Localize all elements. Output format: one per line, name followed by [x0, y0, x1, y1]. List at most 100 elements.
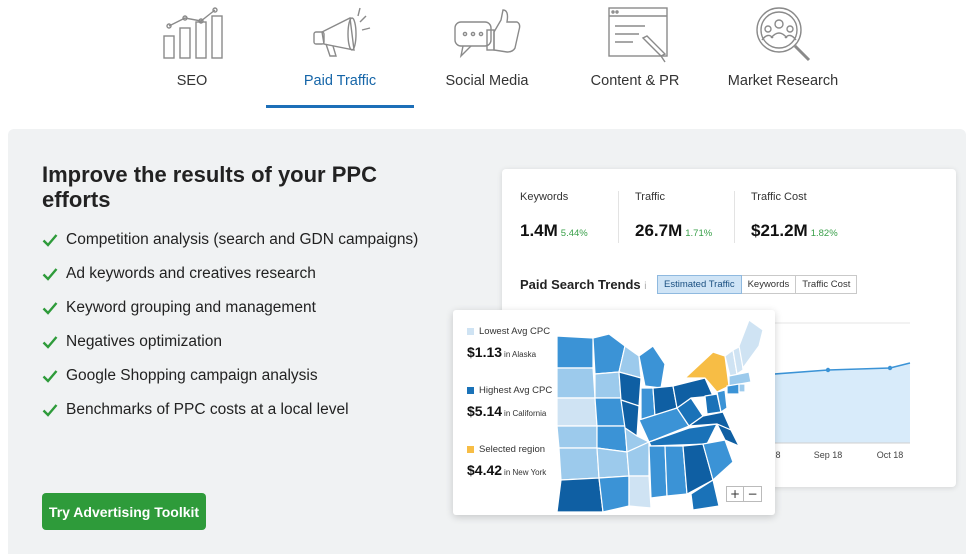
bar-chart-icon [163, 7, 223, 59]
legend-highest: Highest Avg CPC $5.14 in California [467, 385, 552, 419]
metric-value: 1.4M 5.44% [520, 221, 588, 240]
legend-swatch [467, 446, 474, 453]
map-zoom-controls: + − [726, 486, 762, 502]
tab-social-media[interactable]: Social Media [440, 0, 534, 108]
panel-heading: Improve the results of your PPC efforts [42, 162, 377, 212]
megaphone-icon [313, 7, 371, 57]
metric-label: Keywords [520, 191, 569, 203]
state-region[interactable] [716, 389, 728, 413]
trend-point [825, 367, 831, 373]
legend-label: Selected region [479, 444, 546, 455]
feature-item: Ad keywords and creatives research [42, 264, 422, 284]
feature-item: Competition analysis (search and GDN cam… [42, 230, 422, 250]
checkmark-icon [42, 404, 58, 417]
zoom-in-button[interactable]: + [726, 486, 744, 502]
metric-value: $21.2M 1.82% [751, 221, 838, 240]
trends-title: Paid Search Trends i [520, 277, 647, 292]
feature-item: Keyword grouping and management [42, 298, 422, 318]
checkmark-icon [42, 370, 58, 383]
thumbs-up-icon [454, 9, 521, 59]
state-region[interactable] [648, 445, 668, 499]
state-region[interactable] [556, 397, 598, 427]
checkmark-icon [42, 336, 58, 349]
metric-traffic-cost: Traffic Cost $21.2M 1.82% [751, 191, 838, 241]
legend-label: Highest Avg CPC [479, 385, 553, 396]
trend-metric-toggle: Estimated Traffic Keywords Traffic Cost [657, 275, 858, 294]
state-region[interactable] [726, 383, 740, 395]
state-region[interactable] [738, 319, 764, 369]
feature-item: Google Shopping campaign analysis [42, 366, 422, 386]
checkmark-icon [42, 302, 58, 315]
metric-traffic: Traffic 26.7M 1.71% [635, 191, 712, 241]
state-region[interactable] [556, 335, 594, 369]
zoom-out-button[interactable]: − [744, 486, 762, 502]
toggle-keywords[interactable]: Keywords [741, 275, 797, 294]
metric-divider [618, 191, 619, 243]
state-region[interactable] [672, 377, 714, 409]
legend-value: $4.42 in New York [467, 462, 547, 478]
legend-value: $5.14 in California [467, 403, 547, 419]
legend-label: Lowest Avg CPC [479, 326, 551, 337]
metric-divider [734, 191, 735, 243]
checkmark-icon [42, 268, 58, 281]
metric-label: Traffic [635, 191, 665, 203]
state-region[interactable] [702, 439, 734, 481]
state-region[interactable] [556, 425, 598, 449]
state-region[interactable] [738, 383, 746, 393]
feature-item: Benchmarks of PPC costs at a local level [42, 400, 422, 420]
solution-tabs: SEO Paid Traffic Social Media [0, 0, 974, 110]
state-region[interactable] [558, 447, 600, 481]
state-region[interactable] [594, 397, 626, 427]
state-region[interactable] [598, 475, 630, 512]
us-states-map [556, 319, 764, 512]
tab-market-research[interactable]: Market Research [724, 0, 842, 108]
metric-change: 1.82% [810, 228, 838, 239]
tab-content-pr[interactable]: Content & PR [588, 0, 682, 108]
feature-text: Negatives optimization [66, 333, 222, 350]
tab-seo[interactable]: SEO [152, 0, 232, 108]
metric-change: 1.71% [685, 228, 713, 239]
document-pen-icon [608, 7, 668, 63]
tab-social-media-label: Social Media [445, 73, 529, 89]
x-tick-label: 8 [775, 450, 780, 460]
legend-location: in Alaska [504, 350, 537, 359]
tab-paid-traffic-label: Paid Traffic [303, 73, 377, 89]
legend-value: $1.13 in Alaska [467, 344, 537, 360]
feature-text: Ad keywords and creatives research [66, 265, 316, 282]
metric-change: 5.44% [560, 228, 588, 239]
state-region[interactable] [556, 477, 604, 512]
feature-text: Google Shopping campaign analysis [66, 367, 318, 384]
toggle-estimated-traffic[interactable]: Estimated Traffic [657, 275, 742, 294]
trend-point [887, 365, 893, 371]
state-region[interactable] [716, 423, 740, 447]
state-region[interactable] [728, 371, 752, 387]
x-tick-label: Oct 18 [877, 450, 904, 460]
feature-item: Negatives optimization [42, 332, 422, 352]
feature-text: Competition analysis (search and GDN cam… [66, 231, 419, 248]
metric-label: Traffic Cost [751, 191, 807, 203]
tab-seo-label: SEO [176, 73, 208, 89]
state-region[interactable] [628, 475, 652, 509]
state-region[interactable] [594, 371, 622, 399]
legend-lowest: Lowest Avg CPC $1.13 in Alaska [467, 326, 550, 360]
legend-swatch [467, 387, 474, 394]
state-region[interactable] [690, 479, 720, 511]
info-icon[interactable]: i [644, 281, 647, 292]
toggle-traffic-cost[interactable]: Traffic Cost [796, 275, 858, 294]
state-region[interactable] [556, 367, 596, 399]
metric-keywords: Keywords 1.4M 5.44% [520, 191, 588, 241]
legend-swatch [467, 328, 474, 335]
try-advertising-toolkit-button[interactable]: Try Advertising Toolkit [42, 493, 206, 530]
feature-text: Benchmarks of PPC costs at a local level [66, 401, 349, 418]
state-region[interactable] [648, 423, 718, 447]
cpc-map-card: Lowest Avg CPC $1.13 in Alaska Highest Av… [453, 310, 775, 515]
x-tick-label: Sep 18 [814, 450, 843, 460]
legend-location: in California [504, 409, 547, 418]
tab-paid-traffic[interactable]: Paid Traffic [266, 0, 414, 108]
legend-location: in New York [504, 468, 547, 477]
state-region[interactable] [638, 345, 666, 389]
tab-content-pr-label: Content & PR [590, 73, 680, 89]
state-region[interactable] [596, 447, 630, 479]
feature-list: Competition analysis (search and GDN cam… [42, 230, 422, 434]
feature-text: Keyword grouping and management [66, 299, 316, 316]
